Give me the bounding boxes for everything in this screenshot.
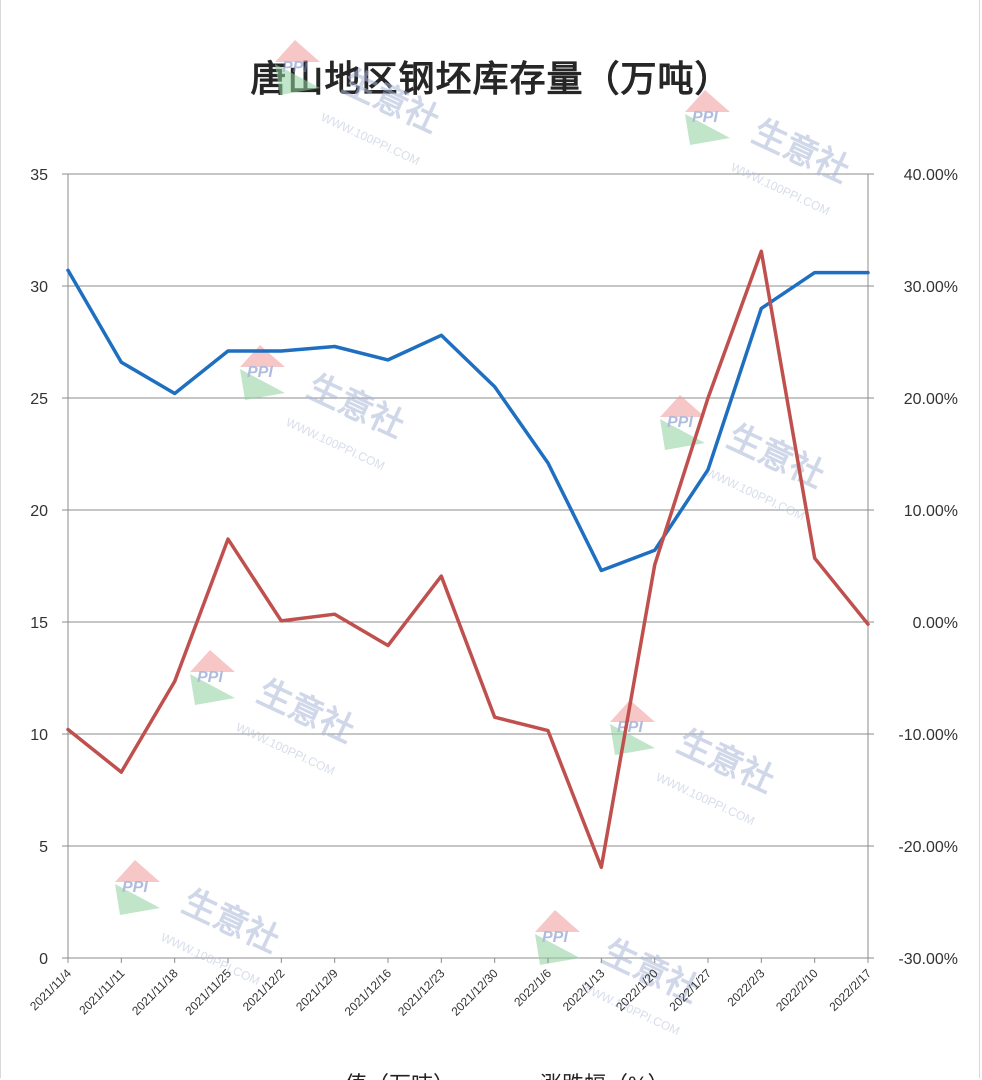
- watermark-brand: PPI: [122, 879, 148, 896]
- y-axis-left: 0 5 10 15 20 25 30 35: [30, 167, 69, 968]
- legend-label: 值（万吨）: [345, 1072, 455, 1080]
- series-lines: [66, 249, 870, 870]
- watermark-logo-red: [610, 700, 655, 722]
- x-tick-label: 2021/11/25: [182, 966, 234, 1018]
- watermark-brand: PPI: [282, 59, 308, 76]
- y-left-tick-label: 15: [30, 615, 48, 632]
- watermark-logo-red: [240, 345, 285, 367]
- y-right-tick-label: 10.00%: [904, 503, 958, 520]
- watermark-logo-green: [190, 674, 235, 705]
- x-tick-label: 2021/12/23: [395, 966, 448, 1019]
- x-tick-label: 2022/2/3: [725, 966, 768, 1009]
- x-tick-label: 2022/2/17: [826, 966, 874, 1014]
- watermark-logo-red: [660, 395, 705, 417]
- watermark-logo-red: [535, 910, 580, 932]
- series-change-line: [66, 249, 870, 870]
- watermark-brand: PPI: [667, 414, 693, 431]
- watermark-logo-green: [275, 64, 320, 95]
- x-tick-label: 2022/2/10: [773, 966, 821, 1014]
- watermark-brand: PPI: [692, 109, 718, 126]
- chart-title: 唐山地区钢坯库存量（万吨）: [250, 59, 732, 100]
- watermark-logo-green: [115, 884, 160, 915]
- y-right-tick-label: 40.00%: [904, 167, 958, 184]
- y-left-tick-label: 5: [39, 839, 48, 856]
- y-right-tick-label: 0.00%: [913, 615, 958, 632]
- watermark-logo-green: [240, 369, 285, 400]
- x-tick-label: 2022/1/6: [511, 966, 554, 1009]
- y-right-tick-label: 20.00%: [904, 391, 958, 408]
- watermark-brand: PPI: [197, 669, 223, 686]
- series-value-line: [66, 268, 870, 573]
- x-axis: 2021/11/4 2021/11/11 2021/11/18 2021/11/25 2…: [27, 958, 874, 1019]
- watermark-brand: PPI: [247, 364, 273, 381]
- y-right-tick-label: -30.00%: [898, 951, 958, 968]
- y-right-tick-label: 30.00%: [904, 279, 958, 296]
- legend: 值（万吨） 涨跌幅（%）: [345, 1072, 670, 1080]
- watermark-logo-red: [115, 860, 160, 882]
- x-tick-label: 2021/12/9: [293, 966, 341, 1014]
- x-tick-label: 2021/12/16: [342, 966, 395, 1019]
- y-left-tick-label: 35: [30, 167, 48, 184]
- x-tick-label: 2021/11/18: [129, 966, 181, 1018]
- legend-label: 涨跌幅（%）: [540, 1072, 670, 1080]
- watermark-brand: PPI: [617, 719, 643, 736]
- watermark-brand: PPI: [542, 929, 568, 946]
- watermark-logo-red: [685, 90, 730, 112]
- y-left-tick-label: 20: [30, 503, 48, 520]
- y-axis-right: -30.00% -20.00% -10.00% 0.00% 10.00% 20.00% 30…: [867, 167, 958, 968]
- gridlines: [68, 173, 868, 959]
- watermark-logo-green: [685, 114, 730, 145]
- y-left-tick-label: 30: [30, 279, 48, 296]
- y-left-tick-label: 0: [39, 951, 48, 968]
- watermark-logo-red: [190, 650, 235, 672]
- y-right-tick-label: -10.00%: [898, 727, 958, 744]
- y-right-tick-label: -20.00%: [898, 839, 958, 856]
- x-tick-label: 2021/11/11: [76, 966, 127, 1017]
- watermark-logo-green: [535, 934, 580, 965]
- watermark-logo-red: [275, 40, 320, 62]
- y-left-tick-label: 25: [30, 391, 48, 408]
- x-tick-label: 2021/11/4: [27, 966, 74, 1013]
- y-left-tick-label: 10: [30, 727, 48, 744]
- x-tick-label: 2021/12/30: [448, 966, 501, 1019]
